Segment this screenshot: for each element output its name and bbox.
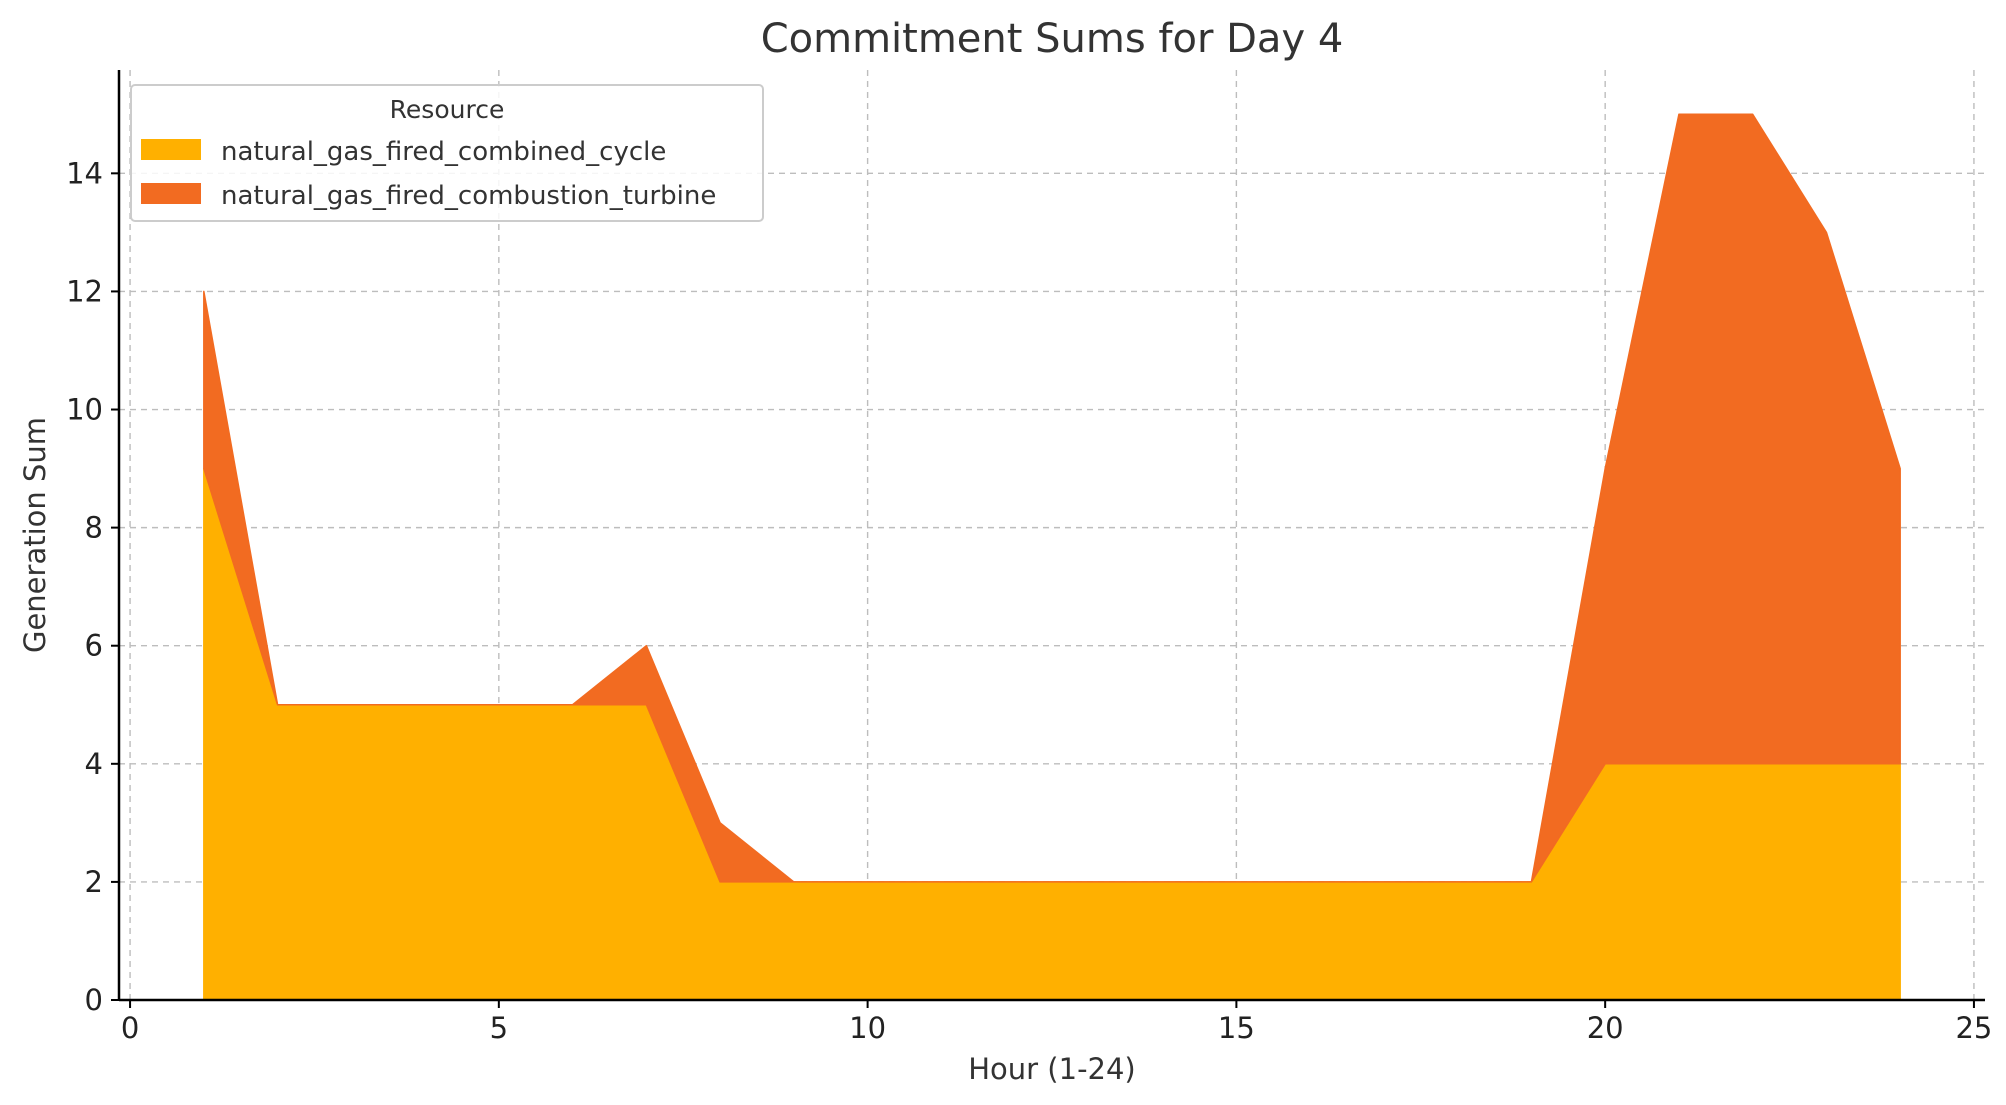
tick-layer: 0 5 10 15 20 25 0 2 4 6 8 10 12 14 <box>66 156 1992 1045</box>
y-tick-label: 0 <box>85 983 103 1017</box>
y-axis-label: Generation Sum <box>18 417 52 653</box>
y-tick-label: 2 <box>85 865 103 899</box>
x-tick-label: 15 <box>1218 1011 1255 1045</box>
x-axis-label: Hour (1-24) <box>968 1052 1136 1086</box>
chart-title: Commitment Sums for Day 4 <box>761 16 1344 62</box>
x-tick-label: 5 <box>490 1011 508 1045</box>
x-tick-label: 0 <box>121 1011 139 1045</box>
axes-layer <box>117 70 1985 1002</box>
legend-swatch-combustion-turbine <box>141 183 201 204</box>
legend: Resource natural_gas_fired_combined_cycl… <box>130 84 764 222</box>
y-tick-label: 12 <box>66 274 103 308</box>
y-tick-label: 8 <box>85 511 103 545</box>
x-tick-label: 25 <box>1955 1011 1992 1045</box>
x-tick-label: 20 <box>1587 1011 1624 1045</box>
x-tick-label: 10 <box>849 1011 886 1045</box>
y-tick-label: 6 <box>85 629 103 663</box>
legend-label-combustion-turbine: natural_gas_fired_combustion_turbine <box>221 181 716 211</box>
y-tick-label: 10 <box>66 393 103 427</box>
legend-label-combined-cycle: natural_gas_fired_combined_cycle <box>221 137 666 167</box>
area-series-combustion-turbine <box>203 113 1901 883</box>
y-tick-label: 4 <box>85 747 103 781</box>
y-tick-label: 14 <box>66 156 103 190</box>
area-layer <box>203 113 1901 1001</box>
legend-swatch-combined-cycle <box>141 139 201 160</box>
legend-title: Resource <box>390 95 505 124</box>
legend-box <box>130 84 764 222</box>
